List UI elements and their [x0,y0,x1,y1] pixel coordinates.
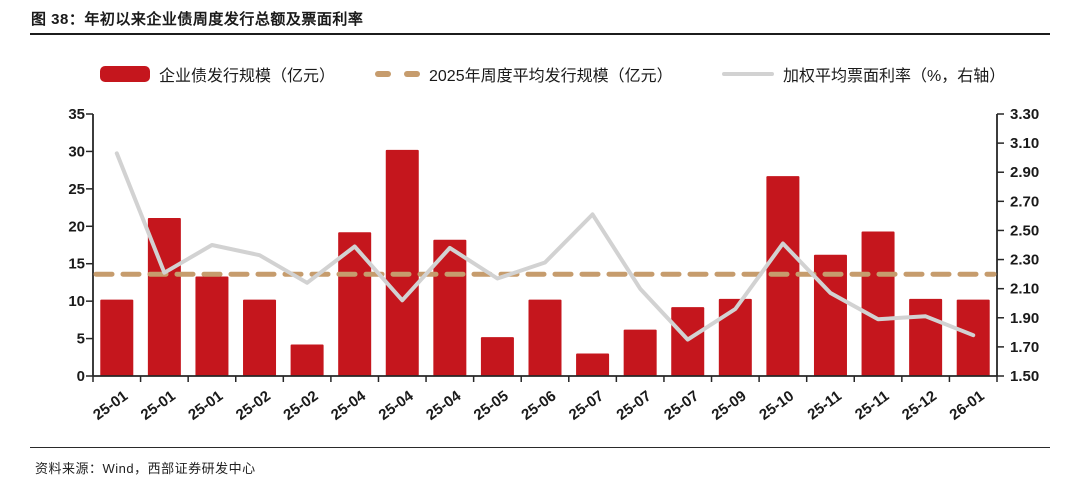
legend-label-average: 2025年周度平均发行规模（亿元） [429,68,673,85]
bar [480,337,514,376]
right-axis-tick-label: 1.70 [1010,339,1039,356]
x-axis-label: 25-11 [852,387,892,423]
bar [861,231,895,376]
bar [290,344,324,376]
x-axis-label: 25-05 [471,387,512,423]
x-axis-label: 25-06 [518,387,559,423]
x-axis-label: 25-02 [233,387,274,423]
dashed-series-swatch [375,71,420,77]
bar [576,353,610,376]
bar [909,298,943,376]
bar [956,299,990,376]
left-axis-tick-label: 20 [68,218,85,235]
bar [100,299,134,376]
right-axis-tick-label: 3.30 [1010,106,1039,123]
line-series-swatch [722,72,774,76]
x-axis-label: 25-04 [328,387,370,424]
x-axis-label: 25-01 [90,387,131,423]
left-axis-tick-label: 30 [68,143,85,160]
legend-item-coupon-line: 加权平均票面利率（%，右轴） [722,64,1006,85]
left-axis-tick-label: 35 [68,106,85,123]
x-axis-label: 25-02 [280,387,321,423]
x-axis-label: 26-01 [947,387,988,423]
x-axis-label: 25-07 [566,387,607,423]
footer-divider [30,447,1050,448]
bar [385,149,419,376]
x-axis-label: 25-01 [185,387,226,423]
left-axis-tick-label: 5 [77,331,85,348]
left-axis-tick-label: 15 [68,256,85,273]
right-axis-tick-label: 2.10 [1010,281,1039,298]
x-axis-label: 25-09 [709,387,750,423]
legend-item-issuance-bars: 企业债发行规模（亿元） [100,64,336,85]
legend-label-issuance: 企业债发行规模（亿元） [159,68,336,85]
coupon-rate-line [114,151,976,342]
bar-series-swatch [100,66,150,82]
right-axis-tick-label: 3.10 [1010,135,1039,152]
figure-title: 图 38：年初以来企业债周度发行总额及票面利率 [31,11,364,28]
right-axis-tick-label: 2.70 [1010,193,1039,210]
x-axis-label: 25-07 [613,387,654,423]
x-axis-label: 25-04 [376,387,418,424]
bar [338,232,372,376]
x-axis-label: 25-04 [423,387,465,424]
source-text: 资料来源：Wind，西部证券研发中心 [35,461,256,476]
right-axis-tick-label: 2.50 [1010,222,1039,239]
right-axis-tick-label: 1.90 [1010,310,1039,327]
x-axis-label: 25-10 [756,387,797,423]
x-axis-label: 25-07 [661,387,702,423]
left-axis-tick-label: 0 [77,368,85,385]
bar [623,329,657,376]
bar [718,298,752,376]
bar [147,218,181,376]
x-axis-label: 25-11 [804,387,844,423]
legend-item-average-dashed: 2025年周度平均发行规模（亿元） [375,64,673,85]
legend-label-coupon: 加权平均票面利率（%，右轴） [783,68,1006,85]
x-axis-label: 25-01 [138,387,179,423]
bar [528,299,562,376]
right-axis-tick-label: 2.30 [1010,252,1039,269]
left-axis-tick-label: 10 [68,293,85,310]
x-axis-label: 25-12 [899,387,940,423]
right-axis-tick-label: 1.50 [1010,368,1039,385]
left-axis-tick-label: 25 [68,181,85,198]
bar [195,276,229,376]
title-underline [30,33,1050,35]
bar [243,299,277,376]
right-axis-tick-label: 2.90 [1010,164,1039,181]
